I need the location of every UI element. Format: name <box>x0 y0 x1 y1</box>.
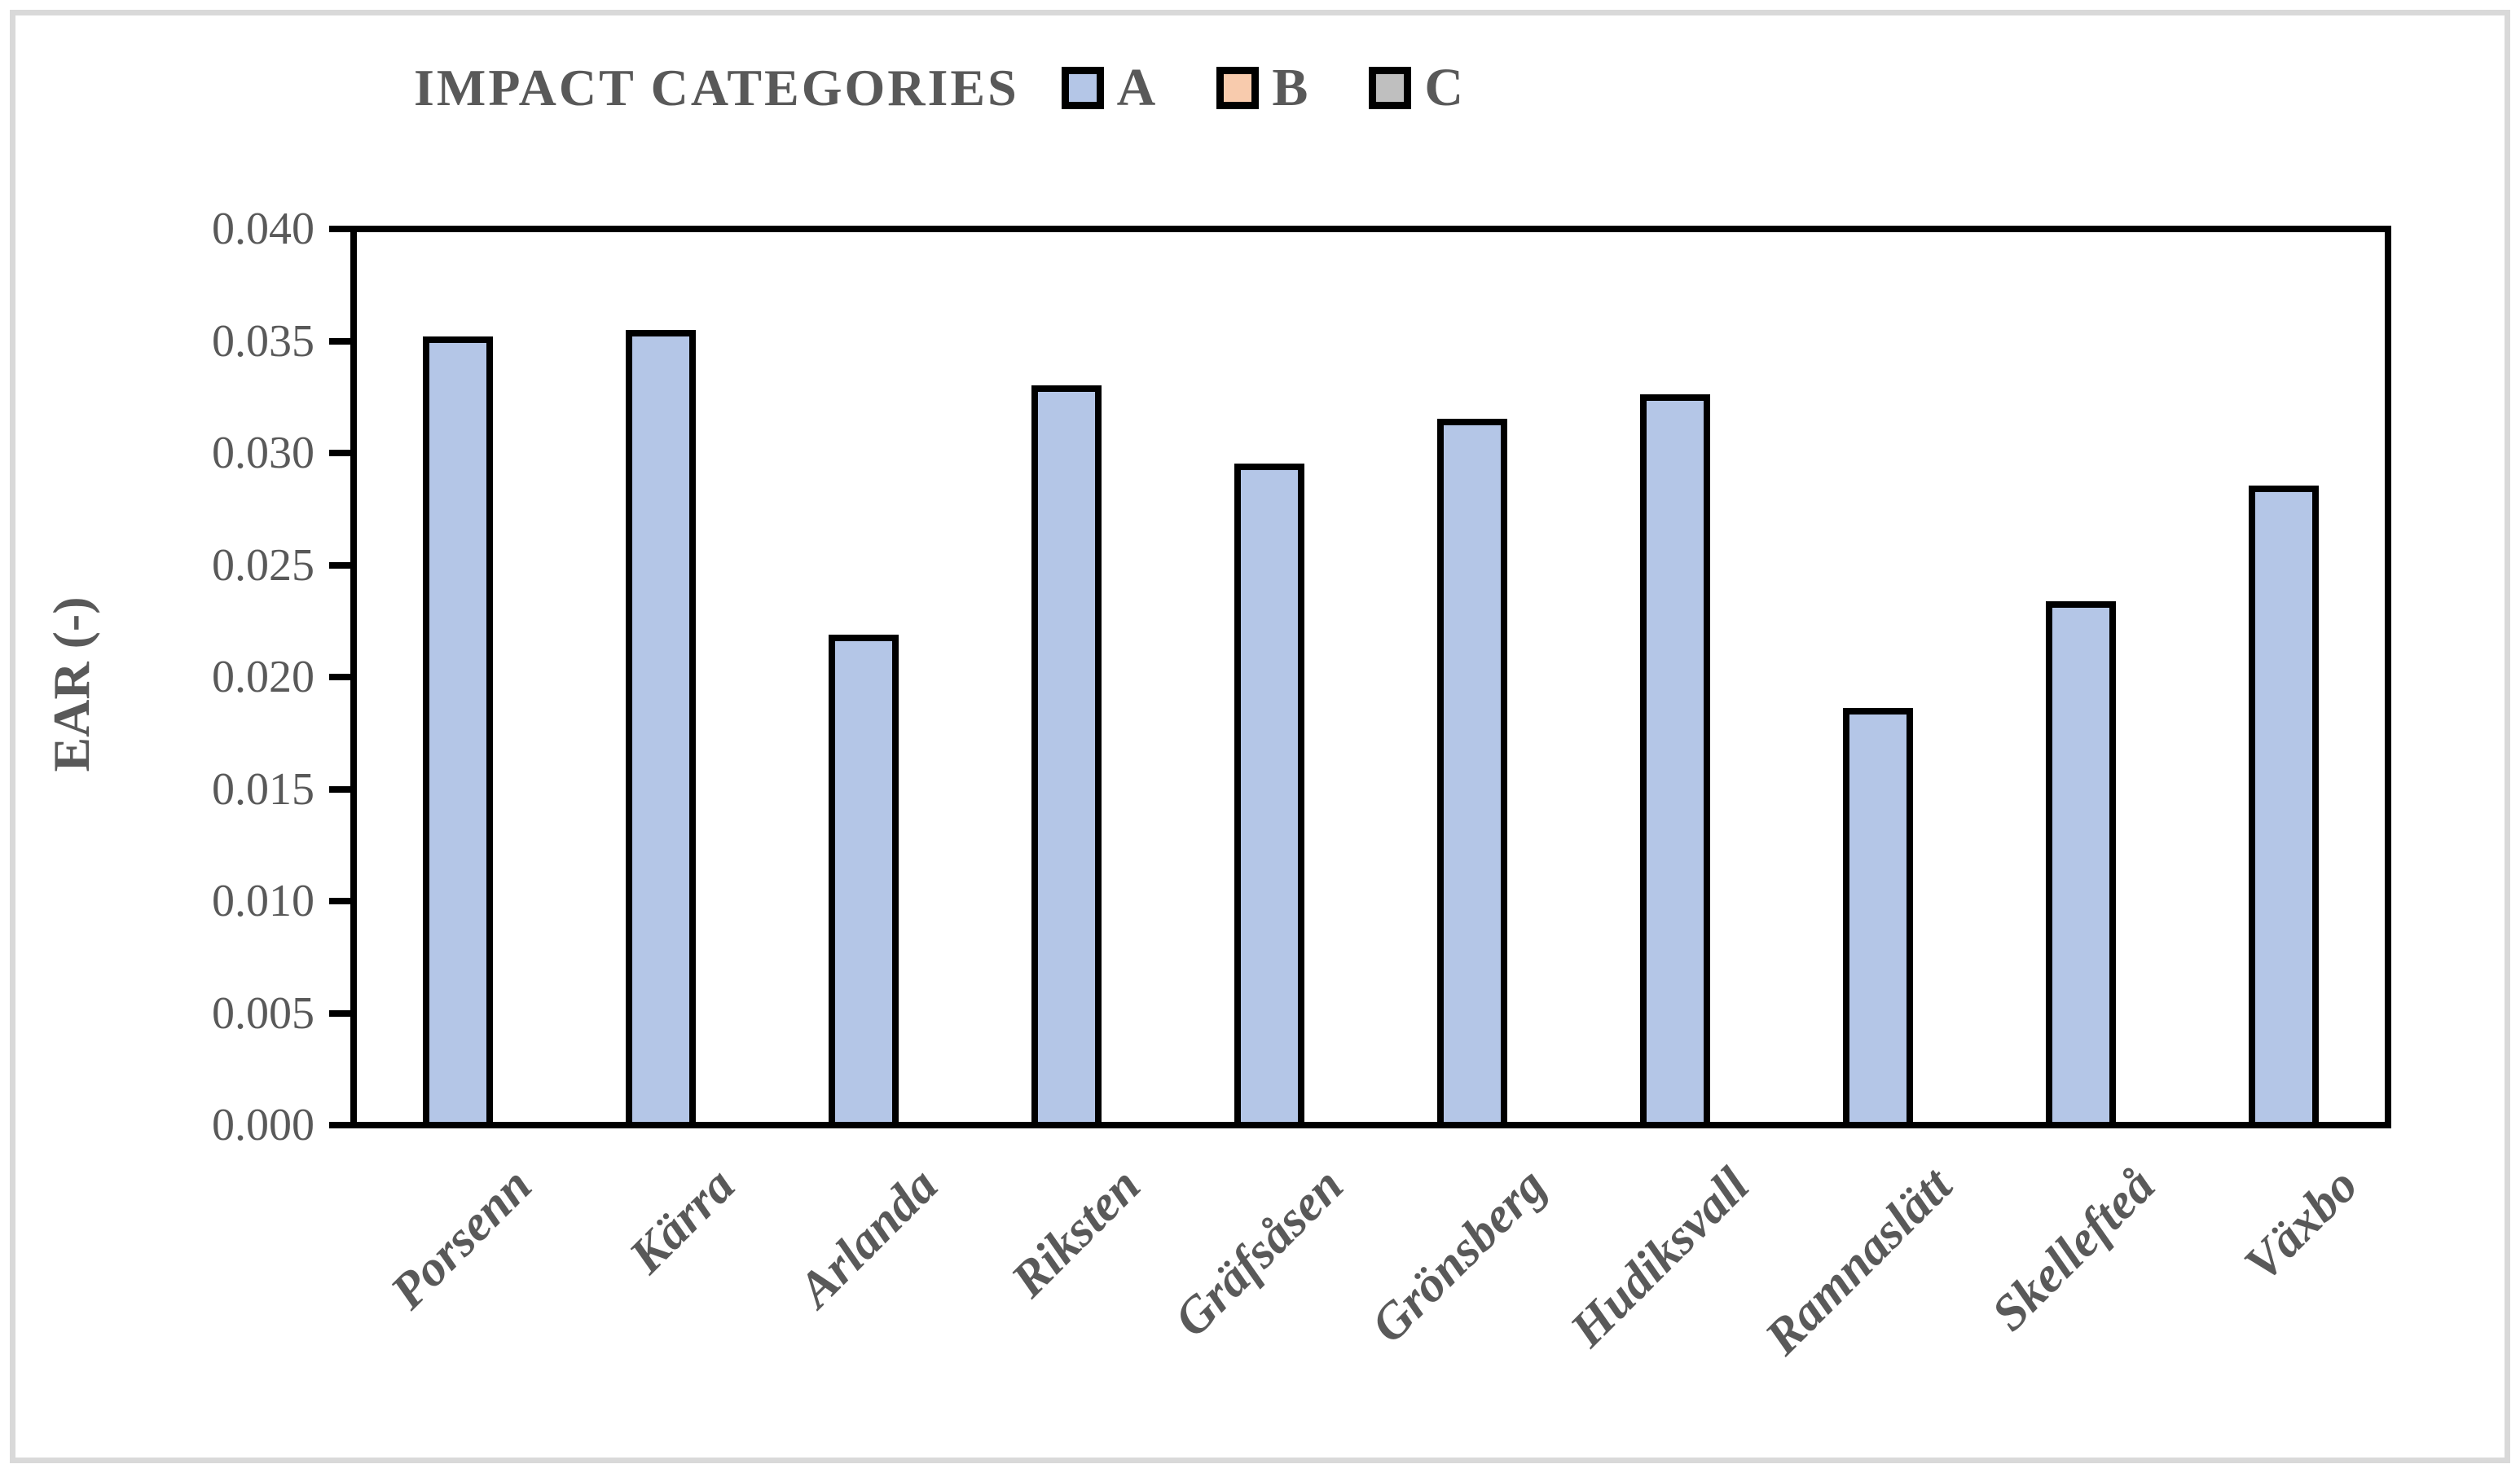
y-tick-label: 0.000 <box>212 1100 314 1150</box>
y-tick-label: 0.030 <box>212 428 314 478</box>
bar-skellefteå <box>2045 601 2116 1122</box>
y-tick-label: 0.035 <box>212 315 314 367</box>
bar-hudiksvall <box>1639 394 1710 1122</box>
legend-item-c: C <box>1369 57 1463 119</box>
legend-title: IMPACT CATEGORIES <box>414 59 1019 117</box>
legend-label: A <box>1116 58 1156 117</box>
bar-grönsberg <box>1436 419 1507 1122</box>
bar-växbo <box>2248 486 2319 1122</box>
bar-arlanda <box>829 635 899 1122</box>
legend-swatch-icon <box>1369 67 1412 109</box>
bar-porsenn <box>423 336 494 1122</box>
chart-header: IMPACT CATEGORIES A B C <box>414 47 1463 129</box>
y-tick-label: 0.010 <box>212 876 314 926</box>
legend-item-a: A <box>1061 57 1156 119</box>
bar-gräfsåsen <box>1234 464 1305 1122</box>
figure-border <box>10 10 2510 1463</box>
y-tick-label: 0.005 <box>212 987 314 1039</box>
legend-label: C <box>1424 58 1464 117</box>
legend-swatch-icon <box>1061 67 1104 109</box>
bar-riksten <box>1031 385 1102 1122</box>
legend-item-b: B <box>1216 57 1308 119</box>
legend: A B C <box>1061 57 1463 119</box>
y-tick-label: 0.020 <box>212 652 314 702</box>
y-tick-label: 0.015 <box>212 763 314 815</box>
y-tick-label: 0.040 <box>212 204 314 254</box>
legend-swatch-icon <box>1216 67 1260 109</box>
bar-ramnaslätt <box>1842 708 1913 1122</box>
y-tick-label: 0.025 <box>212 539 314 591</box>
bar-kärra <box>626 330 697 1122</box>
plot-area <box>350 226 2391 1128</box>
legend-label: B <box>1272 58 1308 117</box>
